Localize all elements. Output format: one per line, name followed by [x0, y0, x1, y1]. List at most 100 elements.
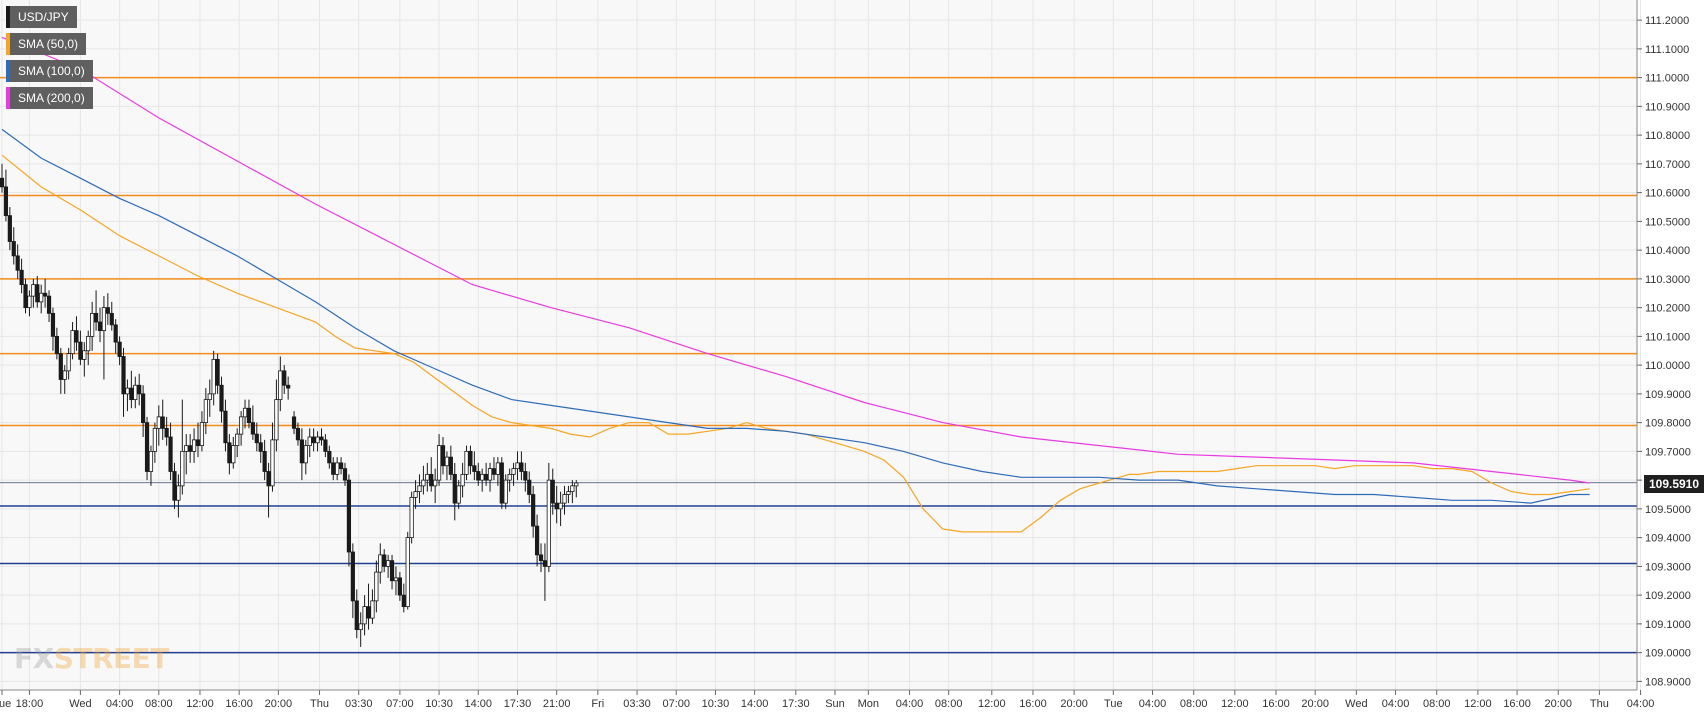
candle-body [433, 479, 438, 487]
candle-body [66, 353, 71, 372]
candle-body [495, 462, 500, 475]
candle-body [156, 416, 161, 429]
candle-body [231, 445, 236, 464]
x-tick-label: 16:00 [1503, 698, 1531, 710]
x-tick-label: 07:00 [386, 698, 414, 710]
candle-body [401, 594, 406, 608]
x-tick-label: 04:00 [106, 698, 134, 710]
x-tick-label: 04:00 [1139, 698, 1167, 710]
candle-body [295, 427, 301, 441]
candle-body [227, 442, 232, 464]
y-tick-label: 110.2000 [1645, 303, 1690, 315]
candle-body [480, 473, 485, 481]
candle-body [484, 473, 489, 481]
y-tick-label: 109.9000 [1645, 389, 1691, 401]
logo-text-street: STREET [53, 642, 170, 675]
candle-body [519, 462, 524, 472]
candle-body [346, 479, 352, 553]
candle-body [319, 436, 324, 441]
y-tick-label: 111.2000 [1645, 15, 1689, 27]
legend-item-sma100[interactable]: SMA (100,0) [6, 60, 93, 82]
y-tick-label: 110.6000 [1645, 188, 1690, 200]
current-price-badge: 109.5910 [1644, 475, 1704, 493]
candle-body [278, 370, 283, 401]
candle-body [254, 433, 259, 444]
candle-body [137, 384, 142, 395]
candle-body [307, 436, 312, 447]
candle-body [286, 384, 291, 389]
y-tick-label: 111.1000 [1645, 44, 1689, 56]
legend-label-sma100: SMA (100,0) [18, 64, 85, 78]
x-tick-label: 20:00 [1301, 698, 1329, 710]
candle-body [199, 422, 205, 447]
x-tick-label: Tue [1104, 698, 1123, 710]
y-tick-label: 109.8000 [1645, 418, 1691, 430]
candle-body [43, 292, 48, 297]
sma-line [1, 36, 1590, 484]
logo-text-fx: FX [14, 642, 54, 675]
candle-body [0, 177, 5, 188]
x-tick-label: 16:00 [225, 698, 253, 710]
candle-body [74, 330, 79, 343]
candle-body [515, 462, 520, 470]
candle-body [499, 462, 504, 504]
x-tick-label: 08:00 [145, 698, 173, 710]
candle-body [191, 439, 197, 452]
candle-body [448, 456, 453, 475]
candle-body [444, 456, 450, 467]
candle-body [429, 473, 434, 487]
y-tick-label: 110.1000 [1645, 331, 1690, 343]
candle-body [562, 494, 567, 504]
candle-body [62, 370, 67, 380]
legend-item-usdjpy[interactable]: USD/JPY [6, 6, 77, 28]
x-tick-label: 12:00 [1221, 698, 1249, 710]
candle-body [374, 571, 379, 602]
y-tick-label: 110.5000 [1645, 216, 1690, 228]
x-tick-label: 14:00 [741, 698, 769, 710]
y-tick-label: 109.4000 [1645, 533, 1691, 545]
candle-body [487, 468, 493, 481]
x-tick-label: 08:00 [1180, 698, 1208, 710]
candle-body [554, 502, 559, 510]
candle-body [531, 494, 536, 527]
candle-body [417, 485, 422, 493]
x-tick-label: 18:00 [16, 698, 44, 710]
y-tick-label: 110.8000 [1645, 130, 1690, 142]
candle-body [180, 450, 185, 487]
candle-body [160, 416, 165, 429]
candle-body [464, 450, 469, 475]
y-tick-label: 109.3000 [1645, 561, 1691, 573]
x-tick-label: 04:00 [896, 698, 924, 710]
y-tick-label: 108.9000 [1645, 676, 1691, 688]
legend-item-sma200[interactable]: SMA (200,0) [6, 87, 93, 109]
y-tick-label: 110.7000 [1645, 159, 1690, 171]
x-tick-label: Thu [1590, 698, 1609, 710]
sma-lines [1, 36, 1590, 533]
legend-swatch-sma200 [6, 87, 10, 109]
candle-body [331, 462, 336, 475]
x-tick-label: 17:30 [782, 698, 810, 710]
candle-body [472, 465, 477, 472]
legend-label-sma200: SMA (200,0) [18, 91, 85, 105]
candle-body [534, 525, 540, 556]
candle-body [141, 393, 146, 424]
y-tick-label: 110.0000 [1645, 360, 1690, 372]
x-tick-label: 03:30 [623, 698, 651, 710]
candle-body [129, 387, 134, 401]
candle-body [235, 433, 240, 447]
candle-body [35, 284, 40, 303]
x-tick-label: 17:30 [504, 698, 532, 710]
candle-body [282, 370, 287, 386]
candle-body [370, 600, 375, 619]
candle-body [39, 292, 44, 303]
candle-body [117, 341, 122, 357]
candle-body [452, 473, 457, 504]
candle-body [358, 623, 363, 631]
candle-body [50, 312, 56, 337]
candle-body [409, 496, 414, 539]
x-tick-label: 20:00 [1544, 698, 1572, 710]
candle-body [456, 485, 461, 504]
legend-item-sma50[interactable]: SMA (50,0) [6, 33, 87, 55]
